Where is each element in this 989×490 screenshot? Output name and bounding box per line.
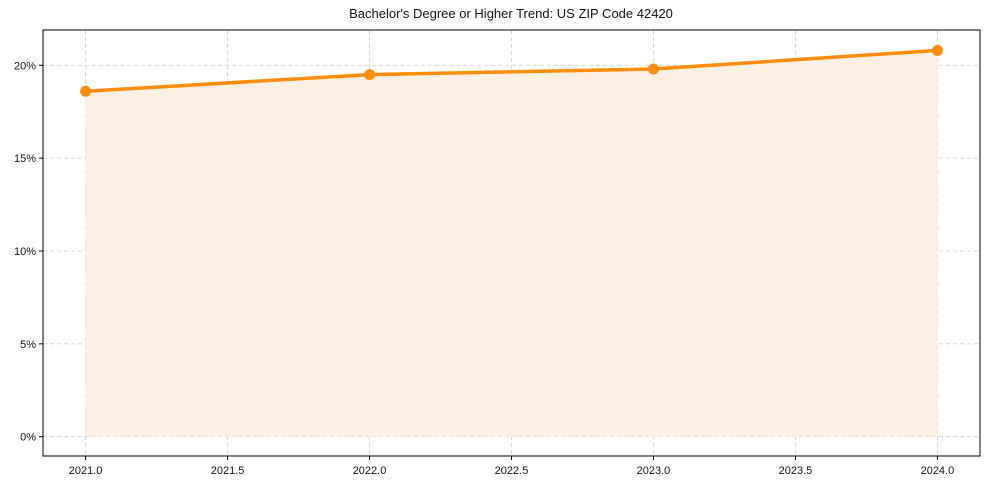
x-tick-label: 2022.0 <box>353 465 387 477</box>
x-tick-label: 2023.5 <box>779 465 813 477</box>
data-point-marker <box>364 69 376 81</box>
data-point-marker <box>80 85 92 97</box>
y-tick-label: 10% <box>14 246 36 258</box>
chart-title: Bachelor's Degree or Higher Trend: US ZI… <box>349 6 673 21</box>
x-tick-label: 2021.5 <box>211 465 245 477</box>
data-line <box>85 48 938 94</box>
y-tick-label: 15% <box>14 153 36 165</box>
y-tick-label: 20% <box>14 60 36 72</box>
y-tick-label: 5% <box>20 339 36 351</box>
data-point-marker <box>931 44 943 56</box>
data-point-marker <box>647 63 659 75</box>
x-tick-label: 2023.0 <box>637 465 671 477</box>
area-fill <box>85 50 938 437</box>
y-tick-label: 0% <box>20 432 36 444</box>
x-tick-label: 2021.0 <box>69 465 103 477</box>
data-points <box>80 44 943 97</box>
x-tick-label: 2024.0 <box>921 465 955 477</box>
x-axis: 2021.0 2021.5 2022.0 2022.5 2023.0 2023.5 2024… <box>69 456 954 477</box>
y-axis: 0% 5% 10% 15% 20% <box>14 60 43 444</box>
x-tick-label: 2022.5 <box>495 465 529 477</box>
